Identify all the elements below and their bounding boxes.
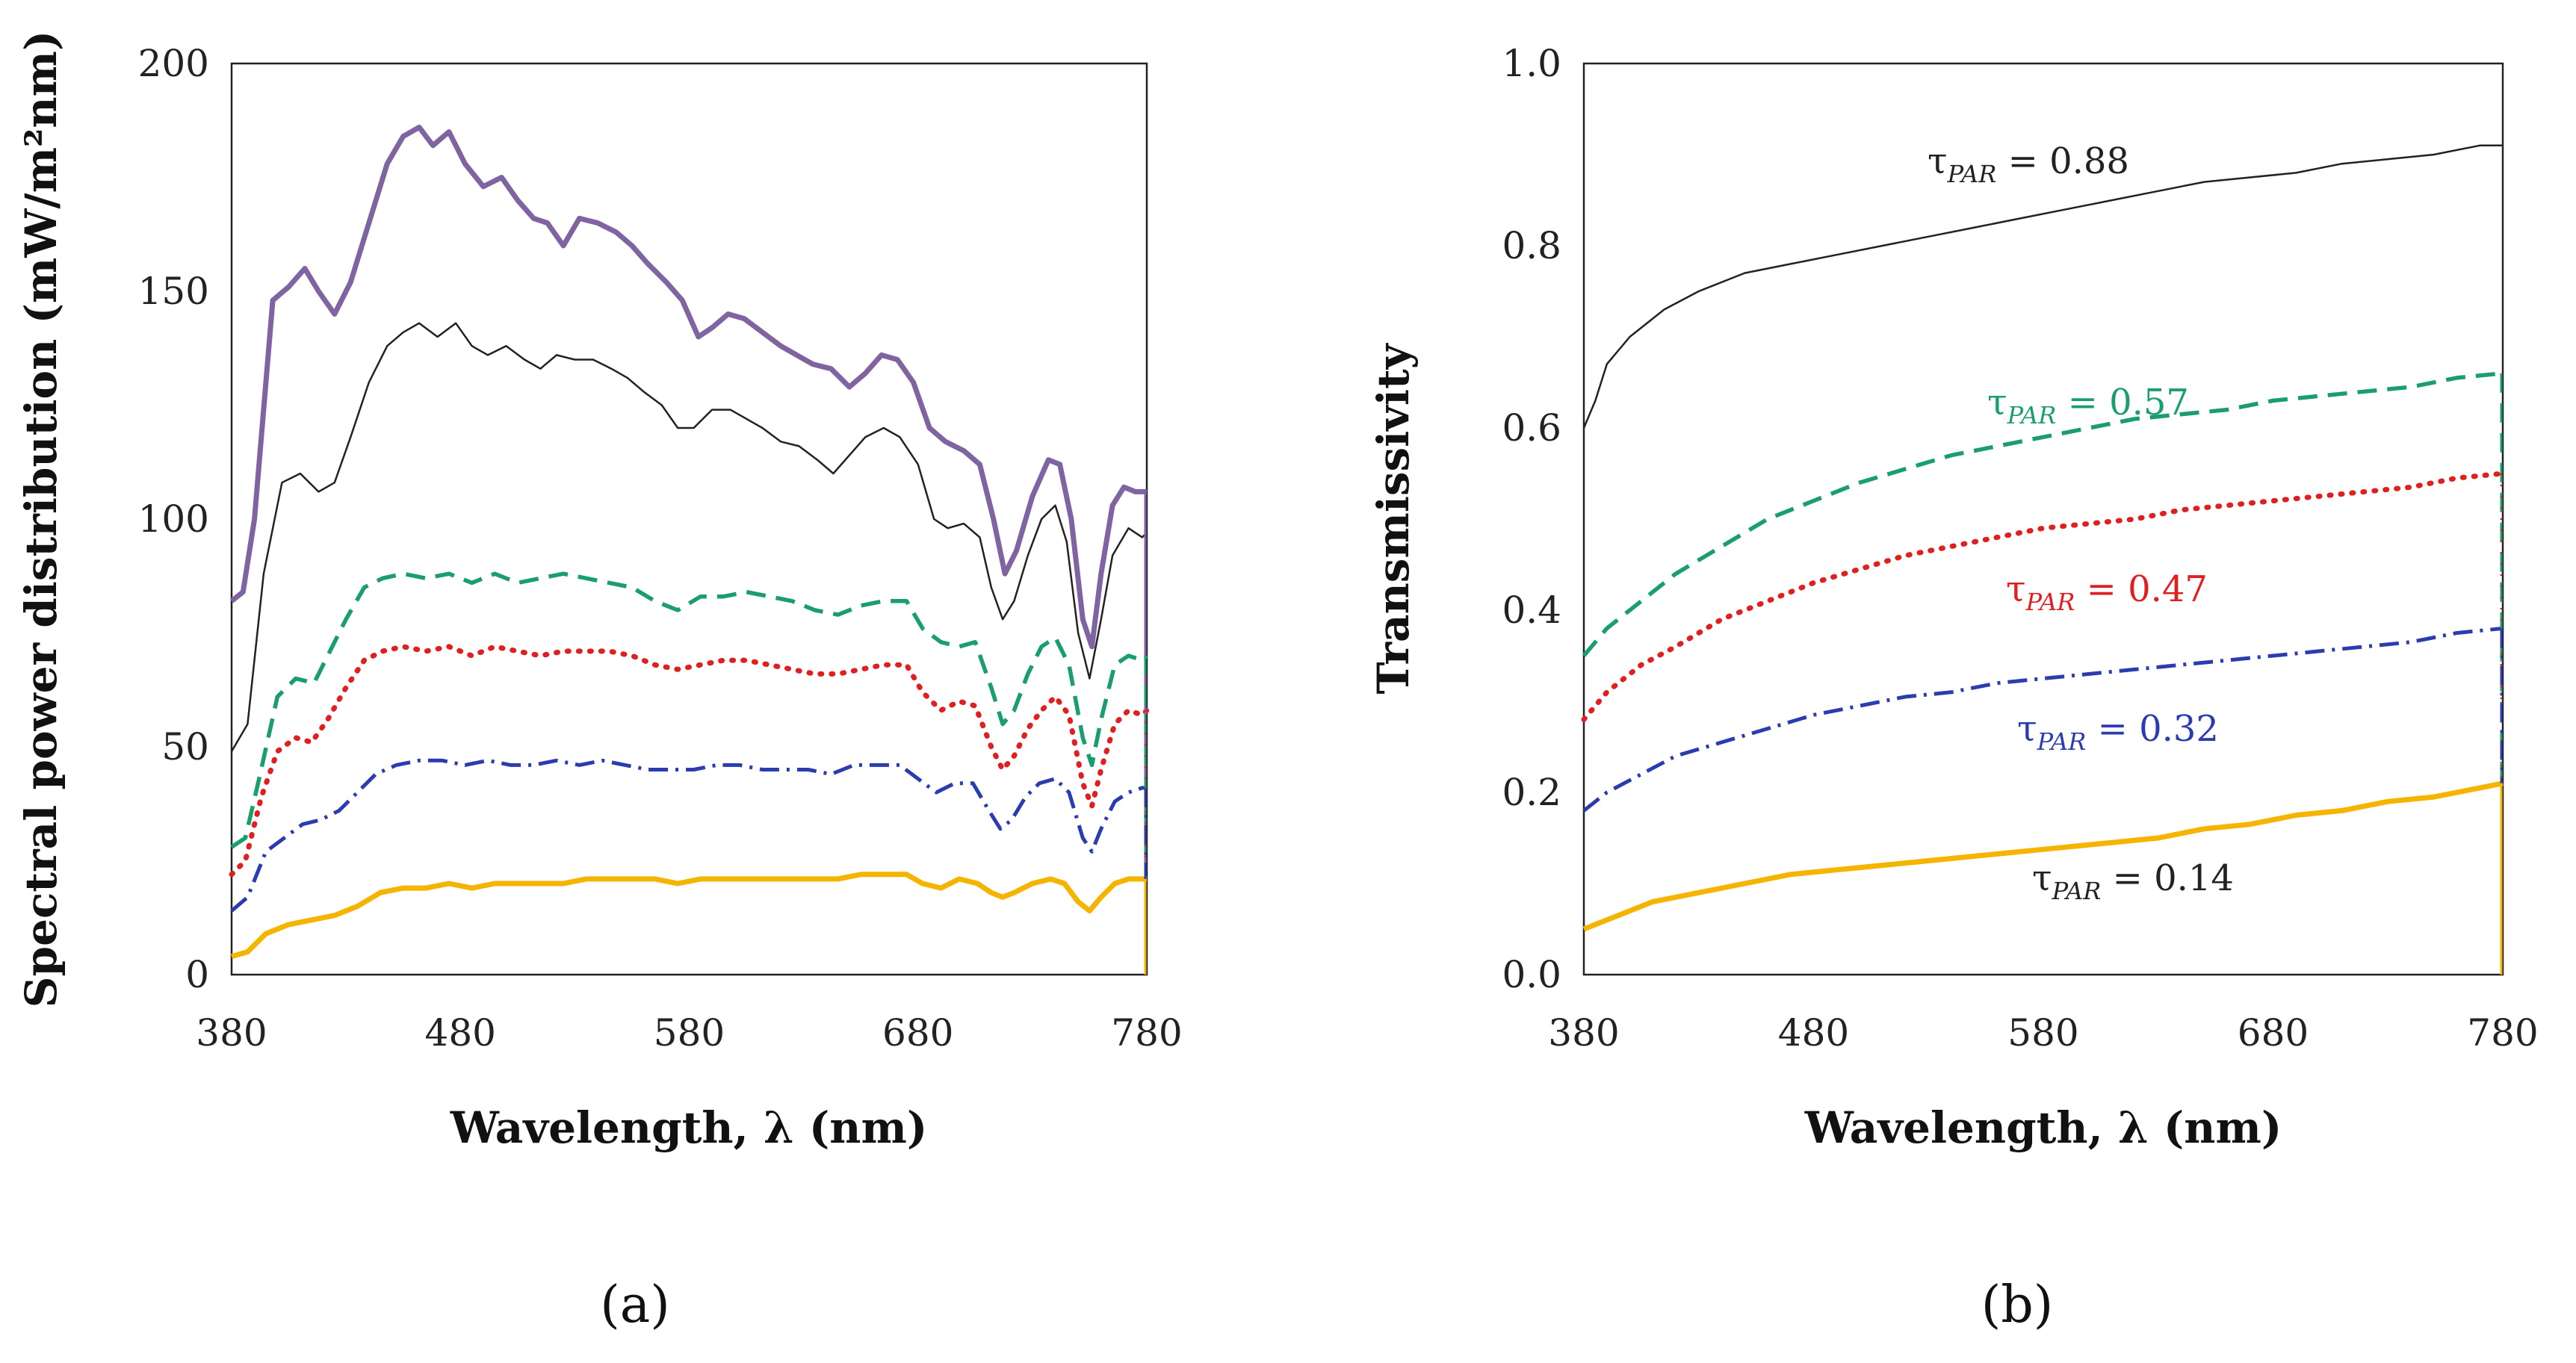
x-tick-label: 680 (882, 1011, 953, 1055)
series-line-a-3 (229, 644, 1150, 878)
y-tick-label: 0.8 (1502, 224, 1561, 267)
y-tick-labels-a: 0 50 100 150 200 (138, 42, 209, 996)
series-line-a-4 (230, 758, 1147, 913)
x-tick-label: 580 (654, 1011, 725, 1055)
tau-subscript: PAR (2052, 877, 2102, 905)
tau-value: = 0.88 (1996, 140, 2129, 182)
y-tick-label: 0.2 (1502, 771, 1561, 814)
x-tick-label: 580 (2007, 1011, 2078, 1055)
series-group-a (229, 124, 1150, 975)
y-tick-label: 150 (138, 270, 209, 313)
x-axis-title-b: Wavelength, λ (nm) (1804, 1102, 2282, 1153)
curve-label-014: τPAR = 0.14 (2032, 857, 2234, 905)
x-tick-label: 380 (196, 1011, 267, 1055)
x-axis-title-a: Wavelength, λ (nm) (450, 1102, 928, 1153)
x-tick-label: 480 (1778, 1011, 1849, 1055)
x-tick-label: 480 (425, 1011, 496, 1055)
y-tick-label: 50 (161, 725, 209, 769)
y-tick-label: 100 (138, 497, 209, 541)
tau-value: = 0.57 (2056, 382, 2189, 423)
panel-a: 0 50 100 150 200 380 480 580 680 780 Spectral po… (16, 31, 1183, 1335)
tau-subscript: PAR (2025, 588, 2075, 616)
x-tick-labels-a: 380 480 580 680 780 (196, 1011, 1182, 1055)
tau-value: = 0.32 (2086, 708, 2219, 750)
x-tick-label: 780 (1111, 1011, 1182, 1055)
series-line-b-3 (1582, 626, 2504, 813)
series-line-a-5 (231, 872, 1147, 959)
curve-label-088: τPAR = 0.88 (1928, 140, 2129, 188)
y-tick-label: 0.0 (1502, 953, 1561, 996)
tau-symbol: τ (2017, 708, 2037, 750)
panel-label-a: (a) (600, 1276, 670, 1335)
tau-symbol: τ (1987, 382, 2007, 423)
series-line-a-0 (229, 124, 1147, 650)
curve-label-047: τPAR = 0.47 (2006, 568, 2208, 616)
y-tick-labels-b: 0.0 0.2 0.4 0.6 0.8 1.0 (1502, 42, 1561, 996)
plot-frame-a (230, 62, 1148, 976)
x-tick-label: 680 (2238, 1011, 2309, 1055)
x-tick-label: 780 (2467, 1011, 2538, 1055)
y-tick-label: 0.4 (1502, 589, 1561, 632)
y-tick-label: 0.6 (1502, 406, 1561, 450)
y-axis-title-a: Spectral power distribution (mW/m²nm) (16, 31, 66, 1008)
tau-symbol: τ (2006, 568, 2026, 610)
y-tick-label: 0 (185, 953, 209, 996)
series-group-b (1581, 144, 2506, 975)
tau-value: = 0.47 (2075, 568, 2208, 610)
y-axis-title-b: Transmissivity (1368, 342, 1419, 694)
plot-frame-b (1582, 62, 2504, 976)
tau-subscript: PAR (2037, 727, 2087, 756)
tau-subscript: PAR (2007, 401, 2057, 429)
series-line-b-0 (1582, 144, 2503, 429)
series-line-a-1 (230, 322, 1148, 752)
curve-label-057: τPAR = 0.57 (1987, 382, 2189, 429)
tau-subscript: PAR (1947, 160, 1997, 188)
x-tick-labels-b: 380 480 580 680 780 (1548, 1011, 2538, 1055)
series-line-b-1 (1582, 371, 2504, 657)
panel-label-b: (b) (1981, 1276, 2054, 1335)
x-tick-label: 380 (1548, 1011, 1619, 1055)
tau-symbol: τ (1928, 140, 1948, 182)
y-tick-label: 200 (138, 42, 209, 85)
curve-label-032: τPAR = 0.32 (2017, 708, 2219, 756)
series-line-b-2 (1581, 471, 2506, 722)
tau-symbol: τ (2032, 857, 2052, 899)
tau-value: = 0.14 (2101, 857, 2234, 899)
panel-b: 0.0 0.2 0.4 0.6 0.8 1.0 380 480 580 680 780 Trans… (1368, 42, 2539, 1335)
y-tick-label: 1.0 (1502, 42, 1561, 85)
series-line-b-4 (1582, 780, 2504, 932)
